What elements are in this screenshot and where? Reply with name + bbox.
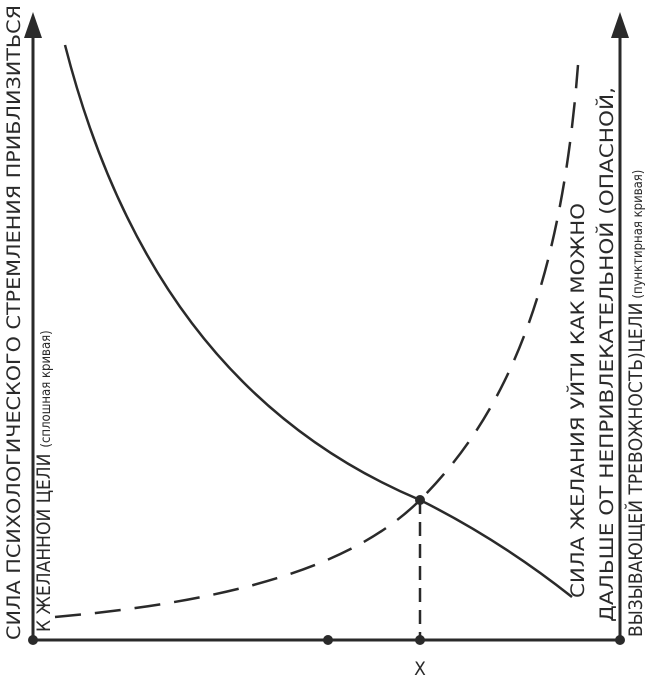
right-origin-dot xyxy=(615,635,625,645)
right-axis-label-line2: ДАЛЬШЕ ОТ НЕПРИВЛЕКАТЕЛЬНОЙ (ОПАСНОЙ, xyxy=(595,87,618,622)
left-axis-arrow xyxy=(24,12,42,38)
right-axis-label-line3: ВЫЗЫВАЮЩЕЙ ТРЕВОЖНОСТЬ)ЦЕЛИ (пунктирная к… xyxy=(624,170,647,637)
right-axis-label-note: (пунктирная кривая) xyxy=(631,170,646,299)
x-marker-label: X xyxy=(414,658,426,680)
avoidance-curve-dashed xyxy=(54,64,580,619)
left-axis-label-line1: СИЛА ПСИХОЛОГИЧЕСКОГО СТРЕМЛЕНИЯ ПРИБЛИЗ… xyxy=(3,5,25,640)
left-axis-label-note: (сплошная кривая) xyxy=(39,330,54,447)
axis-dot xyxy=(323,635,333,645)
right-axis-label-main: ВЫЗЫВАЮЩЕЙ ТРЕВОЖНОСТЬ)ЦЕЛИ xyxy=(624,303,647,637)
origin-dot xyxy=(28,635,38,645)
approach-curve-solid xyxy=(63,44,573,598)
left-axis-label-main: К ЖЕЛАННОЙ ЦЕЛИ xyxy=(32,454,55,632)
intersection-point xyxy=(415,495,425,505)
right-axis-label-line1: СИЛА ЖЕЛАНИЯ УЙТИ КАК МОЖНО xyxy=(566,203,589,598)
left-axis-label-line2: К ЖЕЛАННОЙ ЦЕЛИ (сплошная кривая) xyxy=(32,330,55,632)
right-axis-arrow xyxy=(611,12,629,38)
